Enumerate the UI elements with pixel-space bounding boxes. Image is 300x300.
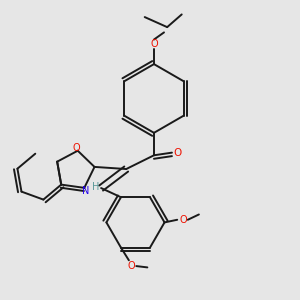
Text: O: O <box>150 39 158 49</box>
Text: H: H <box>92 182 99 192</box>
Text: O: O <box>179 215 187 225</box>
Text: O: O <box>174 148 182 158</box>
Text: N: N <box>82 186 89 196</box>
Text: O: O <box>73 142 80 153</box>
Text: O: O <box>128 261 135 271</box>
